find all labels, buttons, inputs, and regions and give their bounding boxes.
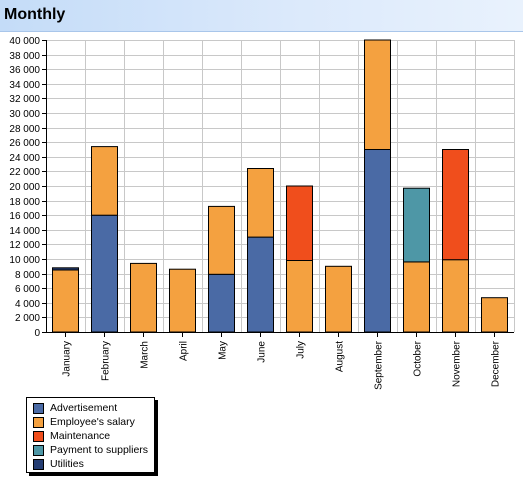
x-tick-label: December xyxy=(491,340,502,387)
y-tick-label: 4 000 xyxy=(15,299,40,310)
legend-label: Utilities xyxy=(50,458,84,470)
x-tick-label: March xyxy=(140,341,151,369)
legend-swatch xyxy=(33,444,44,456)
bar-segment xyxy=(247,168,274,238)
x-tick-label: August xyxy=(335,341,346,372)
x-tick-label: May xyxy=(218,341,229,360)
legend-label: Maintenance xyxy=(50,430,111,442)
y-tick-label: 6 000 xyxy=(15,284,40,295)
bar-segment xyxy=(208,205,235,275)
legend-item: Maintenance xyxy=(27,429,154,443)
legend-item: Utilities xyxy=(27,457,154,471)
y-tick-label: 16 000 xyxy=(9,211,40,222)
bar-segment xyxy=(169,268,196,333)
bar-segment xyxy=(91,146,118,216)
chart-legend: Advertisement Employee's salary Maintenanc… xyxy=(26,397,155,473)
monthly-stacked-bar-chart: 0 2 000 4 000 6 000 8 000 10 000 12 000 14 000 1… xyxy=(9,36,515,390)
y-tick-label: 26 000 xyxy=(9,138,40,149)
x-tick-label: June xyxy=(257,341,268,363)
legend-item: Payment to suppliers xyxy=(27,443,154,457)
bar-segment xyxy=(247,236,274,333)
y-tick-label: 36 000 xyxy=(9,65,40,76)
legend-swatch xyxy=(33,458,44,470)
y-tick-label: 10 000 xyxy=(9,255,40,266)
bar-segment xyxy=(91,214,118,333)
y-tick-label: 0 xyxy=(34,328,40,339)
legend-swatch xyxy=(33,402,44,414)
y-tick-label: 38 000 xyxy=(9,51,40,62)
legend-item: Advertisement xyxy=(27,401,154,415)
y-tick-label: 2 000 xyxy=(15,313,40,324)
legend-label: Employee's salary xyxy=(50,416,135,428)
x-tick-label: September xyxy=(374,340,385,390)
y-tick-label: 20 000 xyxy=(9,182,40,193)
x-tick-label: April xyxy=(179,341,190,361)
bar-segment xyxy=(286,260,313,333)
y-tick-label: 12 000 xyxy=(9,240,40,251)
bar-segment xyxy=(325,265,352,333)
y-tick-label: 34 000 xyxy=(9,80,40,91)
bar-segment xyxy=(130,262,157,333)
bar-segment xyxy=(364,39,391,150)
x-tick-label: July xyxy=(296,341,307,359)
bar-segment xyxy=(208,273,235,333)
y-tick-label: 14 000 xyxy=(9,226,40,237)
legend-label: Payment to suppliers xyxy=(50,444,149,456)
x-tick-label: January xyxy=(62,341,73,377)
y-tick-label: 40 000 xyxy=(9,36,40,47)
y-tick-label: 8 000 xyxy=(15,270,40,281)
bar-segment xyxy=(52,269,79,333)
y-tick-label: 22 000 xyxy=(9,167,40,178)
y-tick-label: 30 000 xyxy=(9,109,40,120)
bar-segment xyxy=(403,261,430,333)
legend-swatch xyxy=(33,416,44,428)
x-tick-label: February xyxy=(101,341,112,381)
bar-segment xyxy=(364,149,391,333)
bar-segment xyxy=(403,187,430,263)
chart-header: Monthly xyxy=(0,0,523,32)
bar-segment xyxy=(442,259,469,333)
bar-segment xyxy=(52,267,79,271)
legend-item: Employee's salary xyxy=(27,415,154,429)
y-tick-label: 28 000 xyxy=(9,124,40,135)
y-tick-label: 18 000 xyxy=(9,197,40,208)
x-tick-label: November xyxy=(452,340,463,387)
y-tick-label: 32 000 xyxy=(9,94,40,105)
chart-title: Monthly xyxy=(4,6,66,23)
bar-segment xyxy=(481,297,508,333)
bar-segment xyxy=(286,185,313,261)
legend-swatch xyxy=(33,430,44,442)
x-tick-label: October xyxy=(413,340,424,376)
legend-label: Advertisement xyxy=(50,402,118,414)
y-tick-label: 24 000 xyxy=(9,153,40,164)
bar-segment xyxy=(442,149,469,261)
